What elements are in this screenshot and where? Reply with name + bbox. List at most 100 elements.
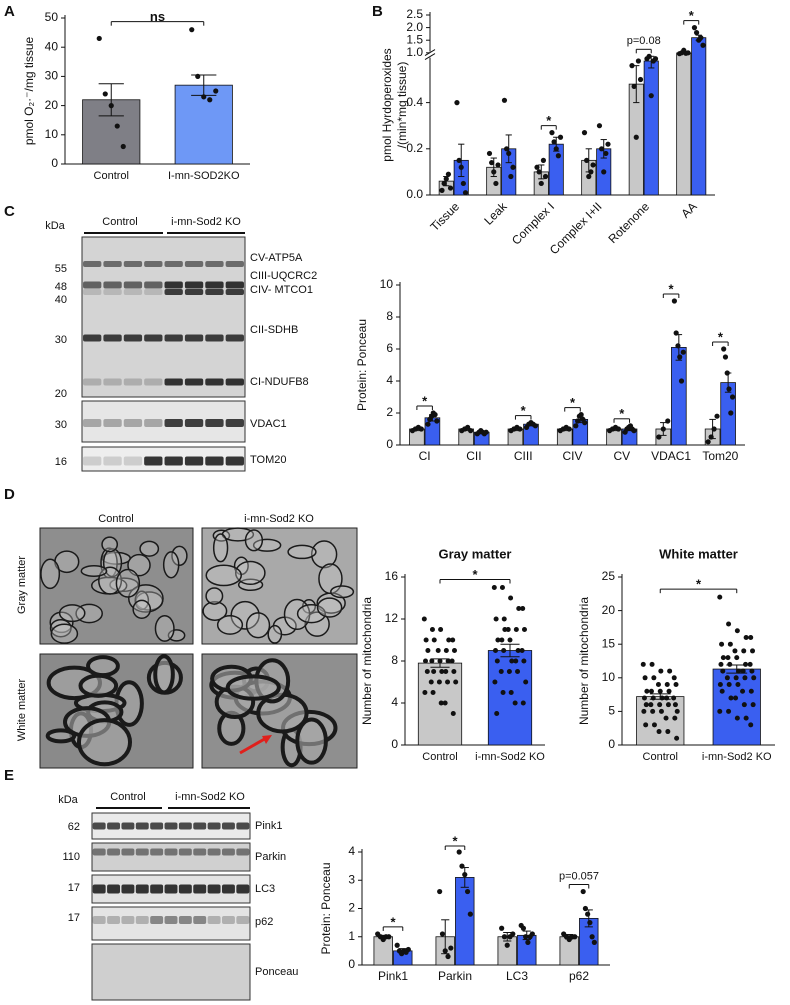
blot-band: [236, 916, 250, 924]
data-point: [734, 655, 740, 661]
micrograph-texture: [115, 568, 141, 598]
blot-band: [144, 419, 163, 427]
blot-band: [150, 916, 164, 924]
data-point: [584, 157, 590, 163]
blot-band: [92, 848, 106, 856]
column-label: Control: [98, 513, 133, 525]
significance: *: [669, 281, 675, 296]
data-point: [648, 93, 654, 99]
blot-band: [221, 916, 235, 924]
x-tick-label: VDAC1: [651, 449, 691, 463]
y-tick-label: 20: [602, 603, 616, 617]
blot-band: [207, 884, 221, 894]
data-point: [589, 934, 595, 940]
marker: 20: [55, 388, 67, 400]
data-point: [508, 595, 514, 601]
data-point: [726, 621, 732, 627]
data-point: [425, 648, 431, 653]
data-point: [596, 123, 603, 129]
data-point: [672, 715, 678, 721]
data-point: [587, 920, 593, 926]
data-point: [729, 394, 736, 400]
data-point: [680, 349, 686, 355]
data-point: [468, 428, 474, 434]
data-point: [425, 421, 431, 427]
data-point: [651, 722, 657, 728]
marker: 62: [68, 821, 80, 833]
data-point: [693, 30, 700, 36]
group-label: i-mn-Sod2 KO: [171, 216, 241, 228]
data-point: [492, 679, 498, 685]
micrograph-texture: [171, 545, 188, 567]
data-point: [648, 688, 654, 694]
micrograph-texture: [216, 614, 244, 635]
blot-band: [184, 419, 204, 427]
data-point: [549, 130, 555, 136]
data-point: [503, 146, 510, 152]
data-point: [446, 637, 452, 643]
data-point: [493, 180, 499, 187]
band-label: p62: [255, 916, 273, 928]
blot-band: [236, 848, 250, 856]
data-point: [494, 658, 500, 664]
data-point: [642, 675, 648, 681]
data-point: [724, 675, 730, 681]
data-point: [641, 695, 647, 701]
blot-band: [103, 289, 122, 295]
y-tick-label: 30: [45, 69, 59, 83]
x-tick-label: i-mn-Sod2 KO: [475, 751, 545, 763]
data-point: [189, 27, 195, 33]
data-point: [509, 658, 515, 664]
data-point: [460, 180, 466, 187]
blot-band: [144, 378, 163, 386]
data-point: [711, 426, 717, 432]
data-point: [566, 426, 572, 432]
x-tick-label: LC3: [506, 969, 528, 983]
data-point: [443, 669, 449, 674]
blot-band: [225, 281, 244, 289]
blot-band: [178, 822, 192, 830]
data-point: [442, 700, 448, 706]
blot-band: [193, 822, 207, 830]
data-point: [660, 426, 666, 432]
data-point: [581, 130, 588, 136]
micrograph-texture: [234, 560, 266, 586]
data-point: [517, 426, 523, 432]
data-point: [438, 627, 444, 632]
data-point: [429, 627, 435, 632]
data-point: [520, 925, 527, 931]
data-point: [495, 162, 501, 168]
kda-label: kDa: [45, 220, 65, 232]
data-point: [495, 637, 501, 643]
data-point: [501, 648, 507, 653]
blot-band: [144, 281, 163, 289]
data-point: [640, 661, 646, 667]
blot-band: [178, 916, 192, 924]
blot-band: [150, 822, 164, 830]
data-point: [450, 637, 456, 643]
blot-band: [121, 884, 135, 894]
micrograph-texture: [80, 564, 108, 577]
data-point: [588, 169, 594, 175]
blot-band: [164, 456, 183, 466]
blot-band: [164, 289, 183, 295]
band-label: Pink1: [255, 820, 283, 832]
data-point: [456, 157, 462, 163]
data-point: [423, 658, 429, 664]
y-tick-label: 0.2: [406, 141, 423, 155]
data-point: [735, 682, 741, 688]
marker: 16: [55, 456, 67, 468]
data-point: [664, 695, 670, 701]
blot-band: [164, 419, 183, 427]
data-point: [743, 634, 749, 640]
data-point: [557, 134, 564, 140]
data-point: [432, 412, 438, 418]
band-label: LC3: [255, 883, 275, 895]
data-point: [439, 931, 446, 937]
blot-band: [164, 848, 178, 856]
blot-band: [184, 456, 204, 466]
data-point: [631, 428, 637, 434]
data-point: [665, 729, 671, 735]
y-tick-label: 10: [602, 670, 616, 684]
x-tick-label: Rotenone: [605, 199, 652, 246]
